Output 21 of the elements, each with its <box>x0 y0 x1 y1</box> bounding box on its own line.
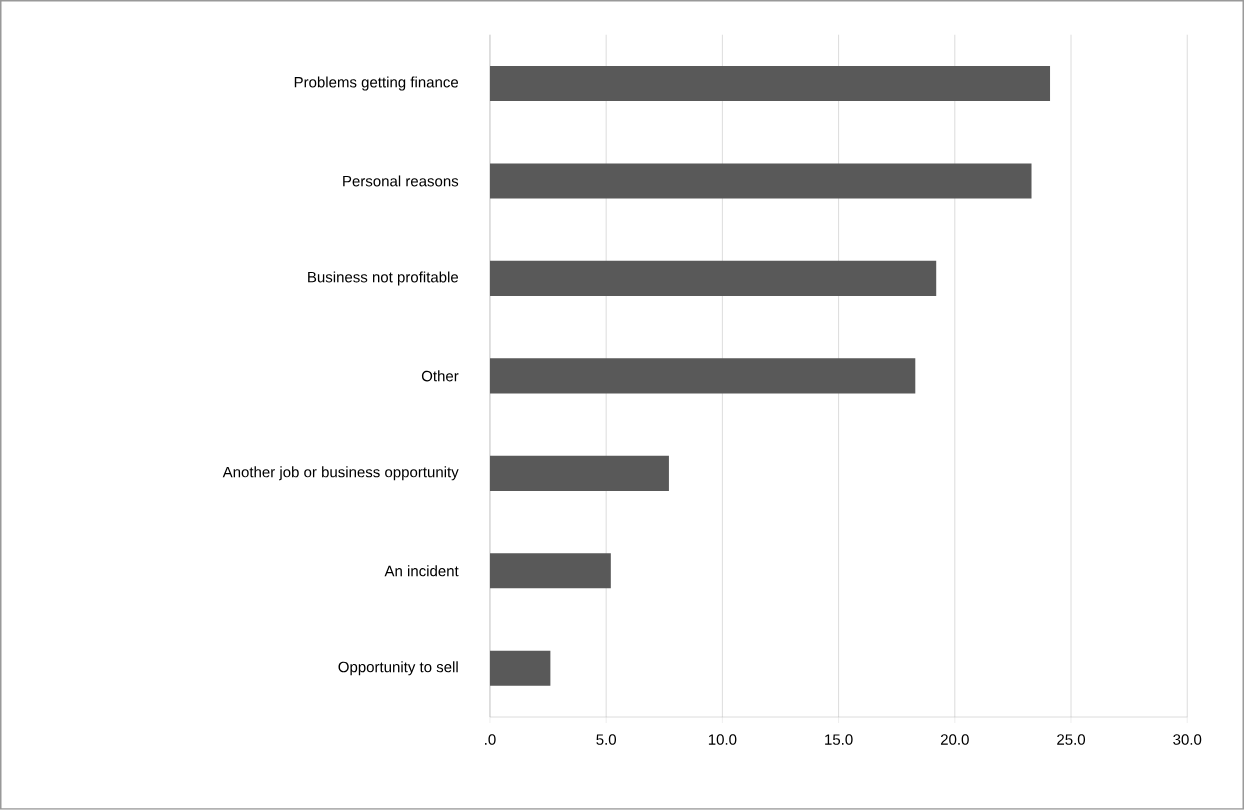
bar <box>489 260 937 297</box>
bar <box>489 163 1032 199</box>
y-tick-label: Business not profitable <box>308 271 459 286</box>
bar <box>489 455 669 491</box>
x-tick-label: .0 <box>485 734 496 745</box>
bar <box>489 650 551 686</box>
x-tick-label: 30.0 <box>1173 734 1202 745</box>
x-tick-label: 25.0 <box>1057 734 1086 745</box>
x-tick-label: 10.0 <box>708 734 737 745</box>
x-tick-label: 15.0 <box>825 734 853 745</box>
y-tick-label: Opportunity to sell <box>338 661 458 676</box>
y-tick-label: Another job or business opportunity <box>222 466 459 481</box>
y-tick-label: An incident <box>384 565 459 577</box>
y-tick-label: Other <box>421 370 459 382</box>
bar <box>489 358 916 394</box>
y-tick-label: Problems getting finance <box>294 76 459 91</box>
bar <box>489 66 1051 102</box>
x-tick-label: 5.0 <box>596 734 617 745</box>
bar <box>489 553 611 589</box>
x-tick-label: 20.0 <box>940 734 969 745</box>
y-tick-label: Personal reasons <box>343 175 459 187</box>
